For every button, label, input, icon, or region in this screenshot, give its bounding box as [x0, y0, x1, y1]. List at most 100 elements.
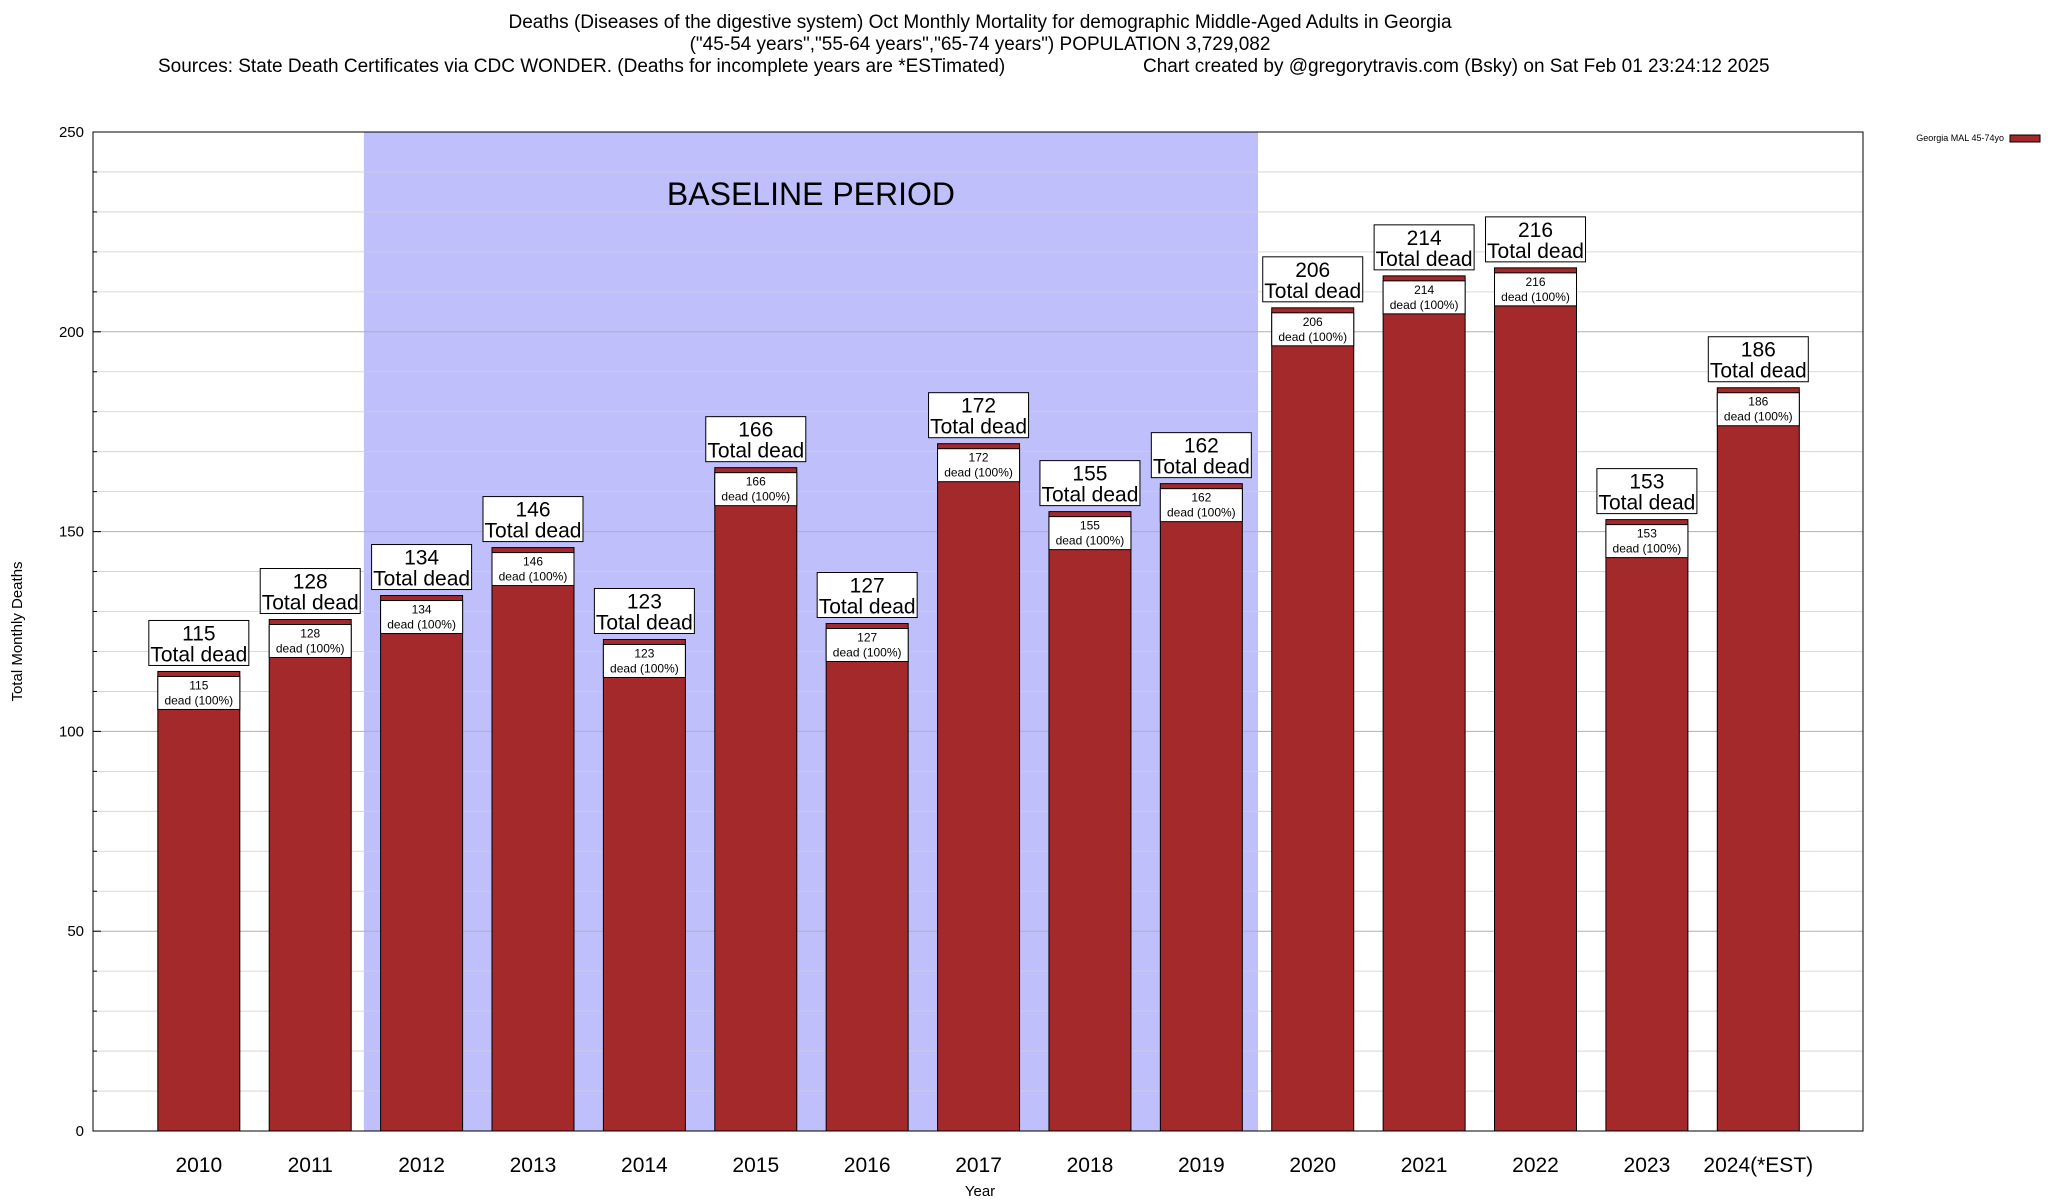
bar-inner-label-box [1048, 516, 1132, 551]
bar-total-label: Total dead [1376, 248, 1473, 271]
bar [1382, 275, 1466, 1132]
bar-inner-label-box [1605, 524, 1689, 559]
plot-frame [92, 131, 1864, 1132]
bar-inner-value: 146 [523, 555, 543, 569]
bar-total-value: 123 [627, 590, 662, 613]
y-tick-label: 100 [59, 723, 84, 740]
bar-total-label: Total dead [1153, 456, 1250, 479]
bar-inner-label-box [1494, 272, 1578, 307]
bar-inner-label-box [1271, 312, 1355, 347]
bar-total-value: 146 [515, 499, 550, 522]
bar-total-label-box [1039, 460, 1141, 507]
bar-inner-label: dead (100%) [276, 642, 345, 656]
bar-total-value: 134 [404, 547, 439, 570]
x-tick-label: 2023 [1624, 1154, 1671, 1177]
bar-inner-label-box [1159, 488, 1243, 523]
credit-text: Chart created by @gregorytravis.com (Bsk… [1143, 56, 1770, 77]
bar-total-label: Total dead [262, 592, 359, 615]
bar-total-label-box [482, 496, 584, 543]
bar-total-value: 206 [1295, 259, 1330, 282]
bar-total-label: Total dead [1598, 492, 1695, 515]
x-tick-label: 2019 [1178, 1154, 1225, 1177]
bar-inner-value: 216 [1525, 275, 1545, 289]
bar-inner-value: 172 [969, 451, 989, 465]
bar-inner-label-box [491, 552, 575, 587]
bar-total-label: Total dead [930, 416, 1027, 439]
bar-total-label: Total dead [707, 440, 804, 463]
x-tick-label: 2020 [1289, 1154, 1336, 1177]
x-tick-label: 2016 [844, 1154, 891, 1177]
bar-inner-value: 206 [1303, 315, 1323, 329]
x-axis: 2010 2011 2012 2013 2014 2015 2016 2017 2018 2019… [175, 1154, 1813, 1177]
bar [380, 595, 464, 1132]
x-tick-label: 2011 [288, 1154, 333, 1177]
bar-inner-label: dead (100%) [833, 646, 902, 660]
bar-total-value: 128 [293, 571, 328, 594]
bar-inner-value: 186 [1748, 395, 1768, 409]
bar-total-label: Total dead [596, 611, 693, 634]
bar-inner-label-box [825, 628, 909, 663]
sources-text: Sources: State Death Certificates via CD… [158, 56, 1006, 77]
chart-title-block: Deaths (Diseases of the digestive system… [0, 12, 1960, 78]
bar-inner-value: 115 [189, 678, 208, 692]
x-tick-label: 2017 [955, 1154, 1002, 1177]
bar-inner-label-box [157, 675, 241, 710]
bar-inner-label: dead (100%) [1390, 298, 1459, 312]
bar [602, 638, 686, 1132]
bar [937, 443, 1021, 1132]
bar-total-label: Total dead [373, 568, 470, 591]
x-tick-label: 2015 [732, 1154, 779, 1177]
bar-total-value: 214 [1407, 227, 1442, 250]
bar-inner-label: dead (100%) [1501, 290, 1570, 304]
x-tick-label: 2024(*EST) [1703, 1154, 1813, 1177]
bar-inner-value: 162 [1191, 491, 1211, 505]
y-tick-label: 50 [67, 923, 84, 940]
y-tick-label: 250 [59, 124, 84, 141]
bar [1605, 519, 1689, 1132]
bar-inner-label: dead (100%) [1724, 410, 1793, 424]
bar-total-value: 153 [1629, 471, 1664, 494]
x-tick-label: 2021 [1401, 1154, 1448, 1177]
legend: Georgia MAL 45-74yo [1916, 133, 2041, 143]
bar-total-label-box [371, 544, 473, 591]
bar-inner-label: dead (100%) [1278, 330, 1347, 344]
bar-inner-label-box [602, 643, 686, 678]
bar-inner-label: dead (100%) [610, 661, 679, 675]
bar-total-label-box [1150, 432, 1252, 479]
bar-inner-label: dead (100%) [1056, 534, 1125, 548]
bar-inner-label: dead (100%) [1613, 542, 1682, 556]
bar-total-label: Total dead [819, 596, 916, 619]
y-tick-label: 150 [59, 524, 84, 541]
bar-inner-label: dead (100%) [499, 570, 568, 584]
chart-sources-line: Sources: State Death Certificates via CD… [0, 56, 1960, 78]
bar-total-value: 216 [1518, 219, 1553, 242]
bar-inner-value: 155 [1080, 519, 1100, 533]
y-tick-label: 200 [59, 324, 84, 341]
bar [268, 619, 352, 1132]
bar-inner-label: dead (100%) [164, 693, 233, 707]
x-tick-label: 2013 [510, 1154, 557, 1177]
bar-total-value: 115 [182, 622, 215, 645]
bar-total-label: Total dead [485, 520, 582, 543]
legend-label: Georgia MAL 45-74yo [1916, 133, 2004, 143]
y-axis-title: Total Monthly Deaths [9, 561, 26, 701]
bar-total-label-box [259, 568, 361, 615]
bar-total-value: 127 [850, 575, 885, 598]
x-tick-label: 2014 [621, 1154, 668, 1177]
bar [1716, 387, 1800, 1132]
bar-inner-label-box [1382, 280, 1466, 315]
bar-total-value: 162 [1184, 435, 1219, 458]
legend-swatch [2009, 134, 2041, 143]
bar-inner-value: 134 [412, 603, 432, 617]
bar [491, 547, 575, 1132]
bar-total-label-box [1373, 224, 1475, 271]
bar-total-label-box [928, 392, 1030, 439]
chart-subtitle: ("45-54 years","55-64 years","65-74 year… [689, 34, 1271, 55]
bar-inner-value: 128 [300, 627, 320, 641]
bar-total-value: 172 [961, 395, 996, 418]
bar-inner-label-box [268, 624, 352, 659]
bar-total-label: Total dead [1710, 360, 1807, 383]
bar [157, 670, 241, 1132]
